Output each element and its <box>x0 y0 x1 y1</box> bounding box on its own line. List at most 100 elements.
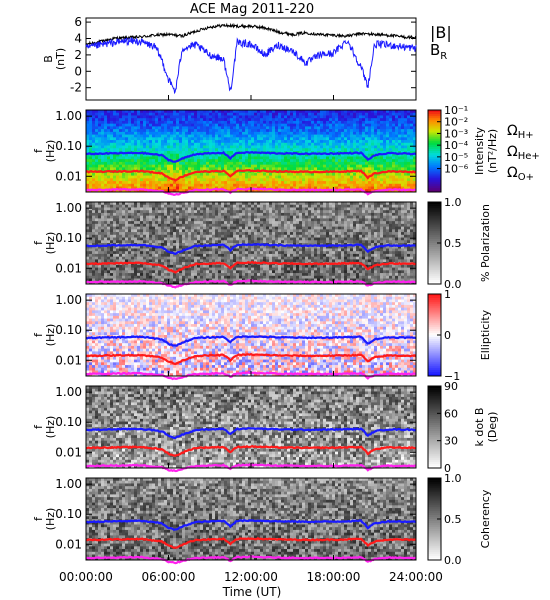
spectrogram-cell <box>389 178 393 182</box>
spectrogram-cell <box>89 215 93 219</box>
spectrogram-cell <box>191 159 195 163</box>
spectrogram-cell <box>320 151 324 155</box>
spectrogram-cell <box>224 156 228 160</box>
spectrogram-cell <box>284 120 288 125</box>
spectrogram-cell <box>311 156 315 160</box>
spectrogram-cell <box>194 212 198 217</box>
spectrogram-cell <box>167 202 171 206</box>
spectrogram-cell <box>413 140 417 144</box>
spectrogram-cell <box>365 212 369 217</box>
spectrogram-cell <box>140 142 144 146</box>
spectrogram-cell <box>221 212 225 217</box>
spectrogram-cell <box>101 134 105 138</box>
spectrogram-cell <box>212 131 216 135</box>
spectrogram-cell <box>194 204 198 208</box>
spectrogram-cell <box>353 145 357 149</box>
spectrogram-cell <box>251 189 255 193</box>
spectrogram-cell <box>218 110 222 114</box>
spectrogram-cell <box>122 131 126 135</box>
spectrogram-cell <box>182 115 186 119</box>
spectrogram-cell <box>218 178 222 182</box>
spectrogram-cell <box>302 159 306 163</box>
spectrogram-cell <box>245 212 249 217</box>
spectrogram-cell <box>131 120 135 125</box>
spectrogram-cell <box>266 134 270 138</box>
spectrogram-cell <box>242 164 246 168</box>
colorbar-swatch <box>428 161 441 164</box>
spectrogram-cell <box>200 134 204 138</box>
spectrogram-cell <box>335 159 339 163</box>
spectrogram-cell <box>212 212 216 217</box>
spectrogram-cell <box>281 234 285 238</box>
colorbar-swatch <box>428 136 441 140</box>
spectrogram-cell <box>167 123 171 127</box>
spectrogram-cell <box>170 215 174 219</box>
spectrogram-cell <box>380 131 384 135</box>
spectrogram-cell <box>380 118 384 122</box>
spectrogram-cell <box>188 159 192 163</box>
spectrogram-cell <box>167 115 171 119</box>
spectrogram-cell <box>137 148 141 152</box>
spectrogram-cell <box>143 118 147 122</box>
spectrogram-cell <box>383 223 387 227</box>
spectrogram-cell <box>86 161 90 166</box>
spectrogram-cell <box>110 140 114 144</box>
spectrogram-cell <box>215 156 219 160</box>
spectrogram-cell <box>341 221 345 225</box>
spectrogram-cell <box>344 137 348 141</box>
spectrogram-cell <box>131 137 135 141</box>
spectrogram-cell <box>176 221 180 225</box>
spectrogram-cell <box>89 126 93 130</box>
spectrogram-cell <box>116 204 120 208</box>
spectrogram-cell <box>338 148 342 152</box>
spectrogram-cell <box>293 218 297 222</box>
spectrogram-cell <box>251 237 255 241</box>
spectrogram-cell <box>398 120 402 125</box>
spectrogram-cell <box>284 223 288 227</box>
spectrogram-cell <box>377 218 381 222</box>
spectrogram-cell <box>380 137 384 141</box>
spectrogram-cell <box>140 204 144 208</box>
spectrogram-cell <box>110 221 114 225</box>
spectrogram-cell <box>176 229 180 233</box>
spectrogram-cell <box>137 226 141 230</box>
spectrogram-cell <box>212 237 216 241</box>
spectrogram-cell <box>113 212 117 217</box>
spectrogram-cell <box>305 229 309 233</box>
spectrogram-cell <box>191 218 195 222</box>
spectrogram-cell <box>404 137 408 141</box>
spectrogram-cell <box>314 112 318 116</box>
spectrogram-cell <box>365 120 369 125</box>
spectrogram-cell <box>269 161 273 166</box>
spectrogram-cell <box>377 181 381 185</box>
spectrogram-cell <box>254 212 258 217</box>
spectrogram-cell <box>395 237 399 241</box>
spectrogram-cell <box>368 140 372 144</box>
spectrogram-cell <box>266 232 270 236</box>
spectrogram-cell <box>356 204 360 208</box>
spectrogram-cell <box>308 172 312 176</box>
spectrogram-cell <box>143 212 147 217</box>
spectrogram-cell <box>173 207 177 211</box>
spectrogram-cell <box>392 189 396 193</box>
spectrogram-cell <box>395 118 399 122</box>
spectrogram-cell <box>218 131 222 135</box>
spectrogram-cell <box>206 229 210 233</box>
spectrogram-cell <box>299 126 303 130</box>
spectrogram-cell <box>260 164 264 168</box>
spectrogram-cell <box>272 153 276 157</box>
spectrogram-cell <box>227 215 231 219</box>
spectrogram-cell <box>398 189 402 193</box>
spectrogram-cell <box>341 142 345 146</box>
spectrogram-cell <box>269 202 273 206</box>
spectrogram-cell <box>149 212 153 217</box>
spectrogram-cell <box>350 178 354 182</box>
spectrogram-cell <box>92 120 96 125</box>
spectrogram-cell <box>173 189 177 193</box>
b-series-radial-line <box>85 37 417 95</box>
spectrogram-cell <box>236 181 240 185</box>
spectrogram-cell <box>248 212 252 217</box>
spectrogram-cell <box>311 207 315 211</box>
spectrogram-cell <box>320 175 324 179</box>
spectrogram-cell <box>305 183 309 187</box>
